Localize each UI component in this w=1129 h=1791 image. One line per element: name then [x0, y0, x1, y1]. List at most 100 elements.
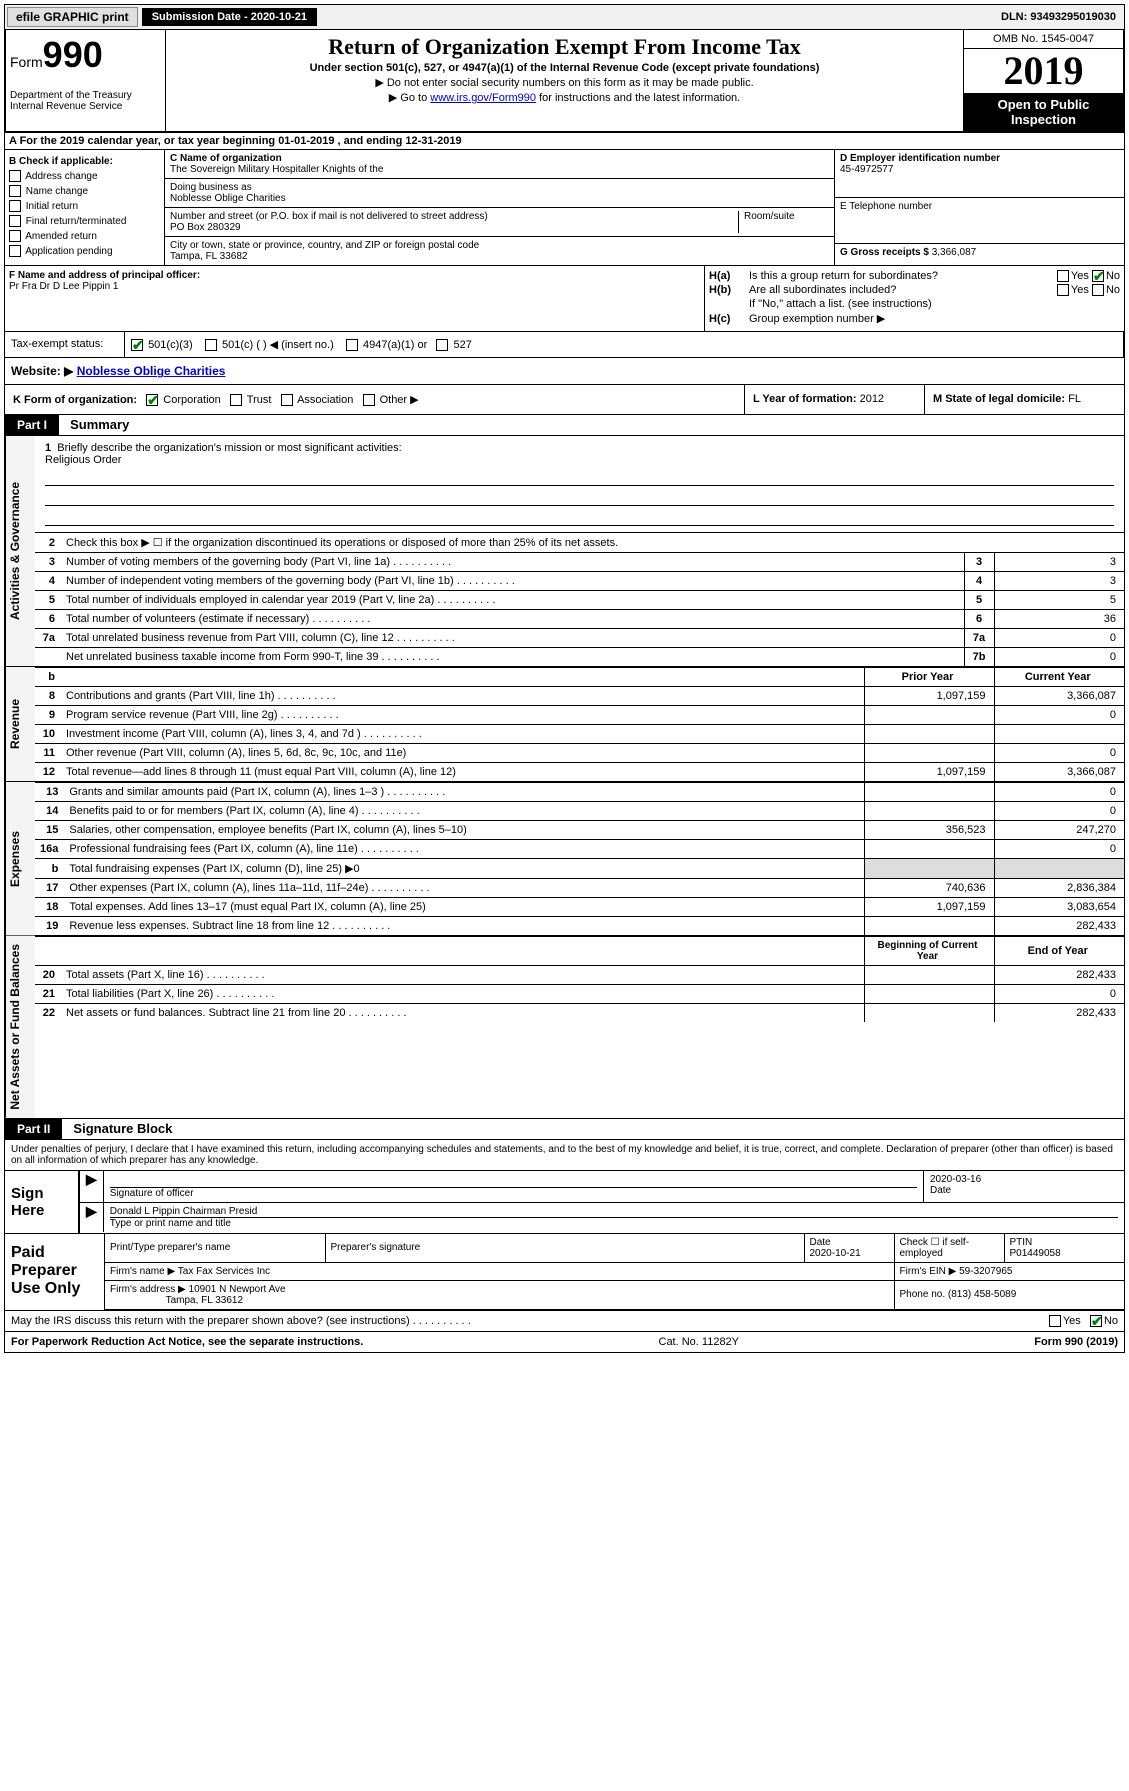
- form-number: Form990: [10, 34, 161, 76]
- cb-amended[interactable]: [9, 230, 21, 242]
- c22: 282,433: [994, 1004, 1124, 1023]
- hc-label: H(c): [709, 313, 749, 325]
- l21-text: Total liabilities (Part X, line 26): [61, 985, 864, 1004]
- firm-city: Tampa, FL 33612: [166, 1295, 243, 1306]
- block-klm: K Form of organization: Corporation Trus…: [4, 385, 1125, 415]
- hb-no: No: [1106, 284, 1120, 296]
- cb-corp[interactable]: [146, 394, 158, 406]
- block-j: Website: ▶ Noblesse Oblige Charities: [4, 358, 1125, 385]
- c-addr-value: PO Box 280329: [170, 222, 733, 233]
- g-gross-row: G Gross receipts $ 3,366,087: [835, 244, 1124, 261]
- k-o1: Corporation: [163, 394, 220, 406]
- ha-yes-cb[interactable]: [1057, 270, 1069, 282]
- cb-527[interactable]: [436, 339, 448, 351]
- k-o4: Other ▶: [380, 394, 419, 406]
- cb-name-change[interactable]: [9, 185, 21, 197]
- discuss-yes-cb[interactable]: [1049, 1315, 1061, 1327]
- cb-assoc[interactable]: [281, 394, 293, 406]
- c15: 247,270: [994, 821, 1124, 840]
- k-label: K Form of organization:: [13, 394, 137, 406]
- l-value: 2012: [860, 393, 884, 405]
- cb-final-return[interactable]: [9, 215, 21, 227]
- l-year: L Year of formation: 2012: [744, 385, 924, 414]
- p16a: [864, 840, 994, 859]
- c19: 282,433: [994, 917, 1124, 936]
- c21: 0: [994, 985, 1124, 1004]
- p8: 1,097,159: [864, 687, 994, 706]
- c11: 0: [994, 744, 1124, 763]
- mission-block: 1 Briefly describe the organization's mi…: [35, 436, 1124, 532]
- form-title: Return of Organization Exempt From Incom…: [170, 34, 959, 60]
- cb-501c3[interactable]: [131, 339, 143, 351]
- ssn-note: ▶ Do not enter social security numbers o…: [170, 76, 959, 89]
- revenue-table: bPrior YearCurrent Year 8Contributions a…: [35, 667, 1124, 781]
- cb-501c[interactable]: [205, 339, 217, 351]
- netassets-table: Beginning of Current YearEnd of Year 20T…: [35, 936, 1124, 1022]
- part2-title: Signature Block: [65, 1118, 180, 1139]
- g-gross-value: 3,366,087: [932, 247, 977, 258]
- ein-label: Firm's EIN ▶: [900, 1266, 957, 1277]
- ha-no: No: [1106, 270, 1120, 282]
- section-expenses: Expenses 13Grants and similar amounts pa…: [4, 782, 1125, 936]
- form-num: 990: [43, 34, 103, 75]
- p22: [864, 1004, 994, 1023]
- c20: 282,433: [994, 966, 1124, 985]
- p19: [864, 917, 994, 936]
- c16a: 0: [994, 840, 1124, 859]
- hb-yes: Yes: [1071, 284, 1089, 296]
- h-group: H(a) Is this a group return for subordin…: [704, 266, 1124, 331]
- col-deg: D Employer identification number 45-4972…: [834, 150, 1124, 265]
- signature-intro: Under penalties of perjury, I declare th…: [4, 1140, 1125, 1171]
- c8: 3,366,087: [994, 687, 1124, 706]
- i-o4: 527: [453, 339, 471, 351]
- cb-4947[interactable]: [346, 339, 358, 351]
- hb-yes-cb[interactable]: [1057, 284, 1069, 296]
- discuss-no-cb[interactable]: [1090, 1315, 1102, 1327]
- l16b-text: Total fundraising expenses (Part IX, col…: [64, 859, 864, 879]
- prep-h5: PTIN: [1010, 1237, 1033, 1248]
- footer-left: For Paperwork Reduction Act Notice, see …: [11, 1336, 363, 1348]
- p13: [864, 783, 994, 802]
- c-name-value: The Sovereign Military Hospitaller Knigh…: [170, 164, 829, 175]
- c13: 0: [994, 783, 1124, 802]
- g-gross-label: G Gross receipts $: [840, 247, 929, 258]
- dept-treasury: Department of the Treasury Internal Reve…: [10, 90, 161, 112]
- efile-print-button[interactable]: efile GRAPHIC print: [7, 7, 138, 27]
- l13-text: Grants and similar amounts paid (Part IX…: [64, 783, 864, 802]
- p11: [864, 744, 994, 763]
- side-expenses: Expenses: [5, 782, 35, 935]
- prep-h1: Print/Type preparer's name: [105, 1234, 325, 1263]
- c-city-label: City or town, state or province, country…: [170, 240, 829, 251]
- mission-line: [45, 490, 1114, 506]
- l20-text: Total assets (Part X, line 16): [61, 966, 864, 985]
- preparer-table: Print/Type preparer's name Preparer's si…: [105, 1234, 1124, 1310]
- hb-no-cb[interactable]: [1092, 284, 1104, 296]
- ha-label: H(a): [709, 270, 749, 282]
- prep-h3v: 2020-10-21: [810, 1248, 861, 1259]
- cb-trust[interactable]: [230, 394, 242, 406]
- discuss-no: No: [1104, 1315, 1118, 1327]
- j-website-link[interactable]: Noblesse Oblige Charities: [77, 364, 226, 378]
- c12: 3,366,087: [994, 763, 1124, 782]
- p9: [864, 706, 994, 725]
- i-options: 501(c)(3) 501(c) ( ) ◀ (insert no.) 4947…: [125, 332, 1124, 357]
- irs-link[interactable]: www.irs.gov/Form990: [430, 92, 536, 104]
- cb-address-change[interactable]: [9, 170, 21, 182]
- cb-other[interactable]: [363, 394, 375, 406]
- prep-h2: Preparer's signature: [325, 1234, 804, 1263]
- side-activities: Activities & Governance: [5, 436, 35, 666]
- p10: [864, 725, 994, 744]
- k-form-org: K Form of organization: Corporation Trus…: [5, 385, 744, 414]
- hdr-cur: Current Year: [994, 668, 1124, 687]
- arrow-icon: ▶: [80, 1171, 104, 1202]
- ha-no-cb[interactable]: [1092, 270, 1104, 282]
- cb-initial-return[interactable]: [9, 200, 21, 212]
- ph-value: (813) 458-5089: [948, 1289, 1016, 1300]
- firm-addr-label: Firm's address ▶: [110, 1284, 186, 1295]
- block-fh: F Name and address of principal officer:…: [4, 266, 1125, 332]
- cb-pending[interactable]: [9, 245, 21, 257]
- ha-yes: Yes: [1071, 270, 1089, 282]
- l5-val: 5: [994, 591, 1124, 610]
- hb-label: H(b): [709, 284, 749, 296]
- i-o2: 501(c) ( ) ◀ (insert no.): [222, 339, 334, 351]
